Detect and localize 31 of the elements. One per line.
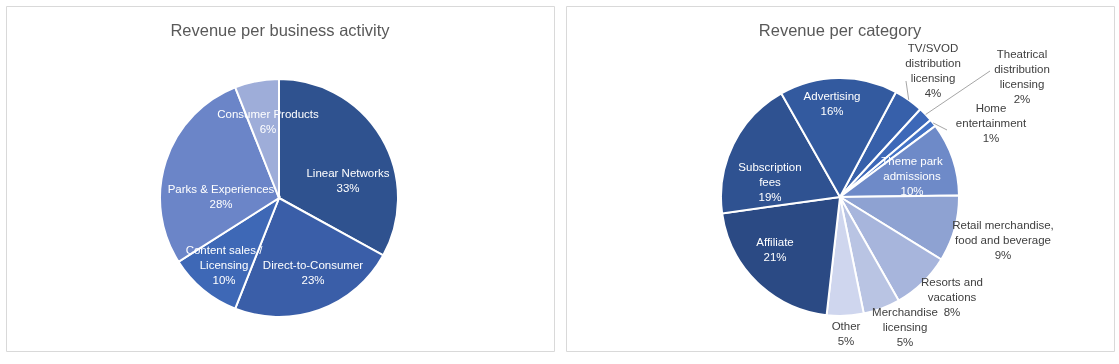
data-label: 5%: [896, 336, 914, 348]
data-label: 21%: [763, 250, 787, 263]
slice-label: TV/SVOD distribution licensing: [905, 41, 961, 84]
data-label: 33%: [336, 181, 360, 194]
data-label: 28%: [209, 197, 233, 210]
slice-label: Home entertainment: [955, 102, 1027, 129]
slice-label: Theatrical distribution licensing: [994, 47, 1050, 90]
slice-label: Direct-to-Consumer: [262, 258, 364, 271]
data-label: 16%: [820, 104, 844, 117]
data-label: 8%: [943, 306, 961, 318]
slice-label: Other: [831, 319, 861, 332]
chart-title: Revenue per business activity: [170, 20, 391, 39]
slice-label: Linear Networks: [306, 166, 390, 179]
data-label: 6%: [259, 122, 277, 135]
slice-label: Retail merchandise, food and beverage: [952, 219, 1054, 246]
data-label: 23%: [301, 273, 325, 286]
slice-label: Advertising: [803, 89, 861, 102]
slice-label: Subscription fees: [738, 161, 802, 188]
data-label: 2%: [1013, 92, 1031, 105]
data-label: 5%: [837, 334, 855, 347]
data-label: 9%: [994, 249, 1012, 261]
data-label: 1%: [982, 132, 1000, 144]
slice-label: Merchandise licensing: [872, 306, 938, 333]
data-label: 4%: [924, 86, 942, 99]
data-label: 10%: [900, 185, 924, 197]
slice-label: Resorts and vacations: [920, 276, 984, 303]
slice-label: Affiliate: [756, 235, 794, 248]
data-label: 19%: [758, 191, 782, 203]
chart-title: Revenue per category: [758, 20, 922, 39]
slice-label: Parks & Experiences: [167, 182, 275, 195]
data-label: 10%: [212, 274, 236, 286]
